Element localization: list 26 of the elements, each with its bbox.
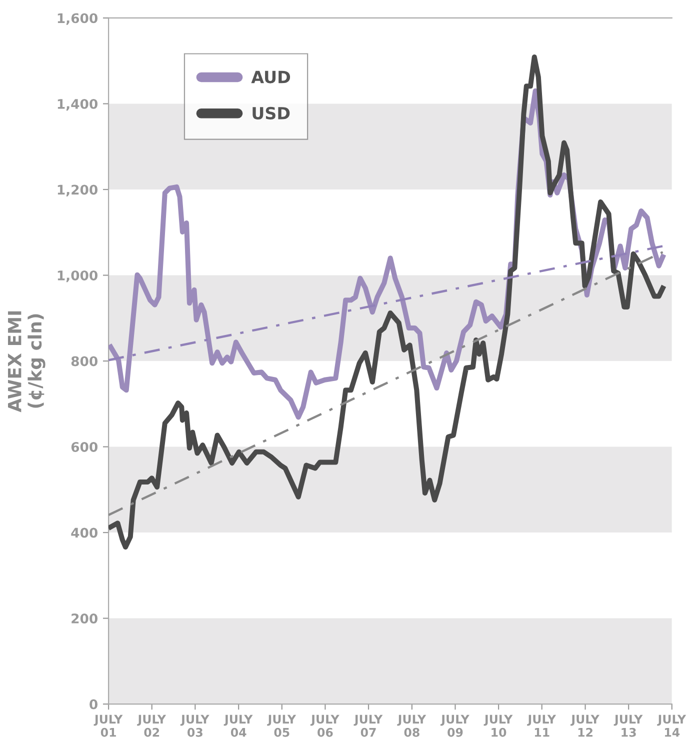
- y-tick-label: 200: [72, 614, 98, 624]
- y-tick-label: 0: [90, 699, 98, 710]
- y-tick-label: 800: [71, 356, 98, 366]
- x-tick-label: JULY 06: [310, 714, 340, 737]
- y-tick-label: 1,600: [58, 13, 98, 25]
- x-tick-label: JULY 08: [397, 714, 426, 737]
- y-tick-label: 1,200: [58, 184, 98, 196]
- x-tick-label: JULY 12: [570, 714, 600, 737]
- x-tick-label: JULY 09: [440, 714, 470, 737]
- legend-label: USD: [252, 106, 290, 120]
- x-tick-label: JULY 11: [527, 714, 556, 737]
- y-tick-label: 1,000: [58, 270, 98, 282]
- y-tick-label: 400: [71, 528, 98, 538]
- x-tick-label: JULY 07: [354, 714, 383, 737]
- x-tick-label: JULY 05: [267, 714, 296, 737]
- x-tick-label: JULY 04: [224, 714, 253, 737]
- x-tick-label: JULY 01: [94, 714, 123, 737]
- y-axis-title: AWEX EMI (¢/kg cln): [8, 311, 46, 412]
- x-tick-label: JULY 13: [614, 714, 643, 737]
- x-tick-label: JULY 03: [180, 714, 210, 737]
- legend-label: AUD: [251, 70, 290, 84]
- x-tick-label: JULY 14: [657, 714, 686, 737]
- x-tick-label: JULY 02: [137, 714, 166, 737]
- y-tick-label: 600: [71, 442, 98, 452]
- y-tick-label: 1,400: [58, 98, 98, 111]
- x-tick-label: JULY 10: [484, 714, 513, 737]
